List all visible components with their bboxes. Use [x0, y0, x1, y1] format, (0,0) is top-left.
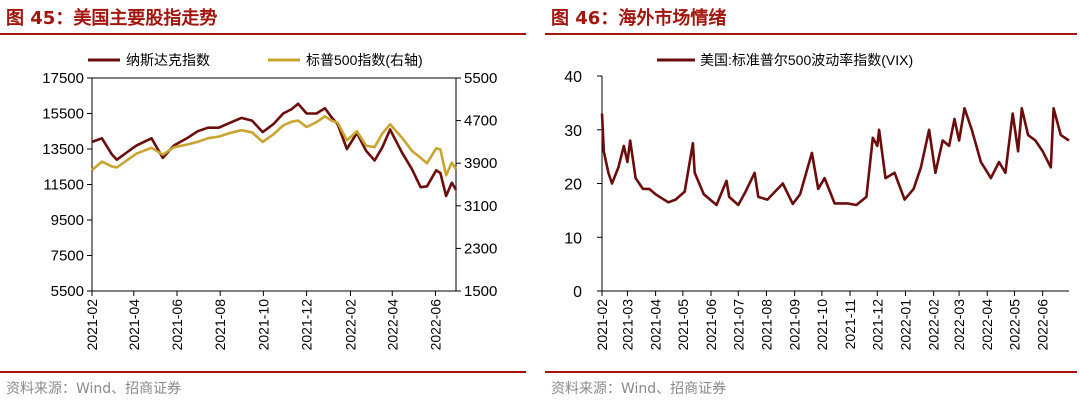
y-right-tick-label: 3100: [464, 198, 497, 215]
y-right-tick-label: 5500: [464, 70, 497, 87]
y-left-tick-label: 5500: [51, 283, 84, 300]
title-divider: [0, 33, 526, 35]
x-tick-label: 2021-11: [842, 299, 858, 350]
x-tick-label: 2022-04: [384, 299, 400, 351]
x-tick-label: 2021-05: [675, 299, 691, 351]
x-tick-label: 2021-04: [126, 299, 142, 351]
y-tick-label: 0: [573, 284, 582, 301]
x-tick-label: 2021-12: [299, 299, 315, 351]
x-tick-label: 2021-02: [84, 299, 100, 351]
sp500-series-line: [91, 115, 458, 177]
plot-frame: [91, 77, 457, 292]
x-tick-label: 2021-08: [212, 299, 228, 351]
legend-sp500-label: 标普500指数(右轴): [306, 52, 423, 68]
y-left-tick-label: 7500: [51, 248, 84, 265]
x-tick-label: 2021-10: [814, 299, 830, 351]
title-divider: [545, 33, 1077, 35]
x-tick-label: 2021-10: [255, 299, 271, 351]
x-tick-label: 2021-09: [787, 299, 803, 351]
legend-vix-label: 美国:标准普尔500波动率指数(VIX): [700, 52, 913, 68]
source-note: 资料来源：Wind、招商证券: [6, 381, 182, 397]
x-tick-label: 2022-05: [1006, 299, 1022, 351]
source-note: 资料来源：Wind、招商证券: [551, 381, 727, 397]
y-tick-label: 10: [564, 230, 582, 247]
footer-divider: [545, 371, 1077, 373]
x-tick-label: 2021-07: [730, 299, 746, 351]
y-tick-label: 30: [564, 123, 582, 140]
y-right-tick-label: 3900: [464, 155, 497, 172]
figure-title: 图 45：美国主要股指走势: [6, 8, 218, 29]
figure-title: 图 46：海外市场情绪: [551, 8, 727, 29]
x-tick-label: 2022-06: [1035, 299, 1051, 351]
x-tick-label: 2021-06: [169, 299, 185, 351]
chart-panel-us-indices: 图 45：美国主要股指走势 5500 7500 9500 11500 13500 1550…: [0, 0, 530, 405]
x-tick-label: 2021-03: [619, 299, 635, 351]
x-tick-label: 2021-12: [869, 299, 885, 351]
x-tick-label: 2022-04: [979, 299, 995, 351]
y-left-tick-label: 9500: [51, 212, 84, 229]
x-tick-label: 2021-04: [648, 299, 664, 351]
x-tick-label: 2022-02: [926, 299, 942, 351]
x-tick-label: 2021-08: [758, 299, 774, 351]
legend-nasdaq-label: 纳斯达克指数: [126, 52, 210, 68]
vix-series-line: [600, 107, 1070, 207]
y-tick-label: 40: [564, 69, 582, 86]
x-tick-label: 2021-02: [594, 299, 610, 351]
y-left-tick-label: 17500: [42, 70, 84, 87]
x-tick-label: 2022-01: [897, 299, 913, 351]
x-tick-label: 2022-03: [951, 299, 967, 351]
y-right-tick-label: 4700: [464, 113, 497, 130]
x-tick-label: 2021-06: [703, 299, 719, 351]
y-left-tick-label: 15500: [42, 106, 84, 123]
y-right-tick-label: 2300: [464, 240, 497, 257]
x-tick-label: 2022-06: [427, 299, 443, 351]
footer-divider: [0, 371, 526, 373]
y-left-tick-label: 11500: [43, 177, 84, 194]
y-right-tick-label: 1500: [464, 283, 497, 300]
us-indices-chart: 5500 7500 9500 11500 13500 15500 17500 1500 2300…: [42, 52, 497, 351]
y-tick-label: 20: [564, 177, 582, 194]
x-tick-label: 2022-02: [342, 299, 358, 351]
y-left-tick-label: 13500: [42, 141, 84, 158]
vix-chart: 0 10 20 30 40 2021-02 2021-03 2021-04 2021-05 202…: [564, 52, 1070, 351]
chart-panel-market-sentiment: 图 46：海外市场情绪 0 10 20 30 40 2021-02 2021-03 2021-…: [545, 0, 1080, 405]
